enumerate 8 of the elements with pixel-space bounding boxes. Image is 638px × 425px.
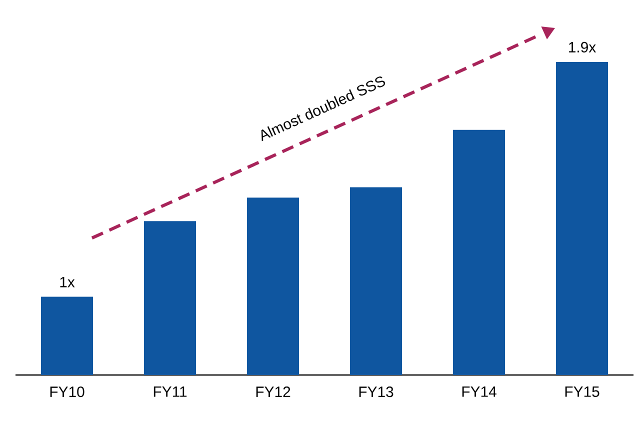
x-tick-label: FY15: [565, 386, 600, 397]
x-tick-label: FY13: [359, 386, 394, 398]
x-tick-label: FY10: [50, 386, 84, 398]
data-label: 1x: [60, 276, 75, 288]
x-tick-label: FY11: [154, 386, 187, 397]
x-tick-label: FY12: [256, 386, 290, 397]
data-label: 1.9x: [569, 42, 596, 52]
x-tick-label: FY14: [462, 386, 496, 397]
